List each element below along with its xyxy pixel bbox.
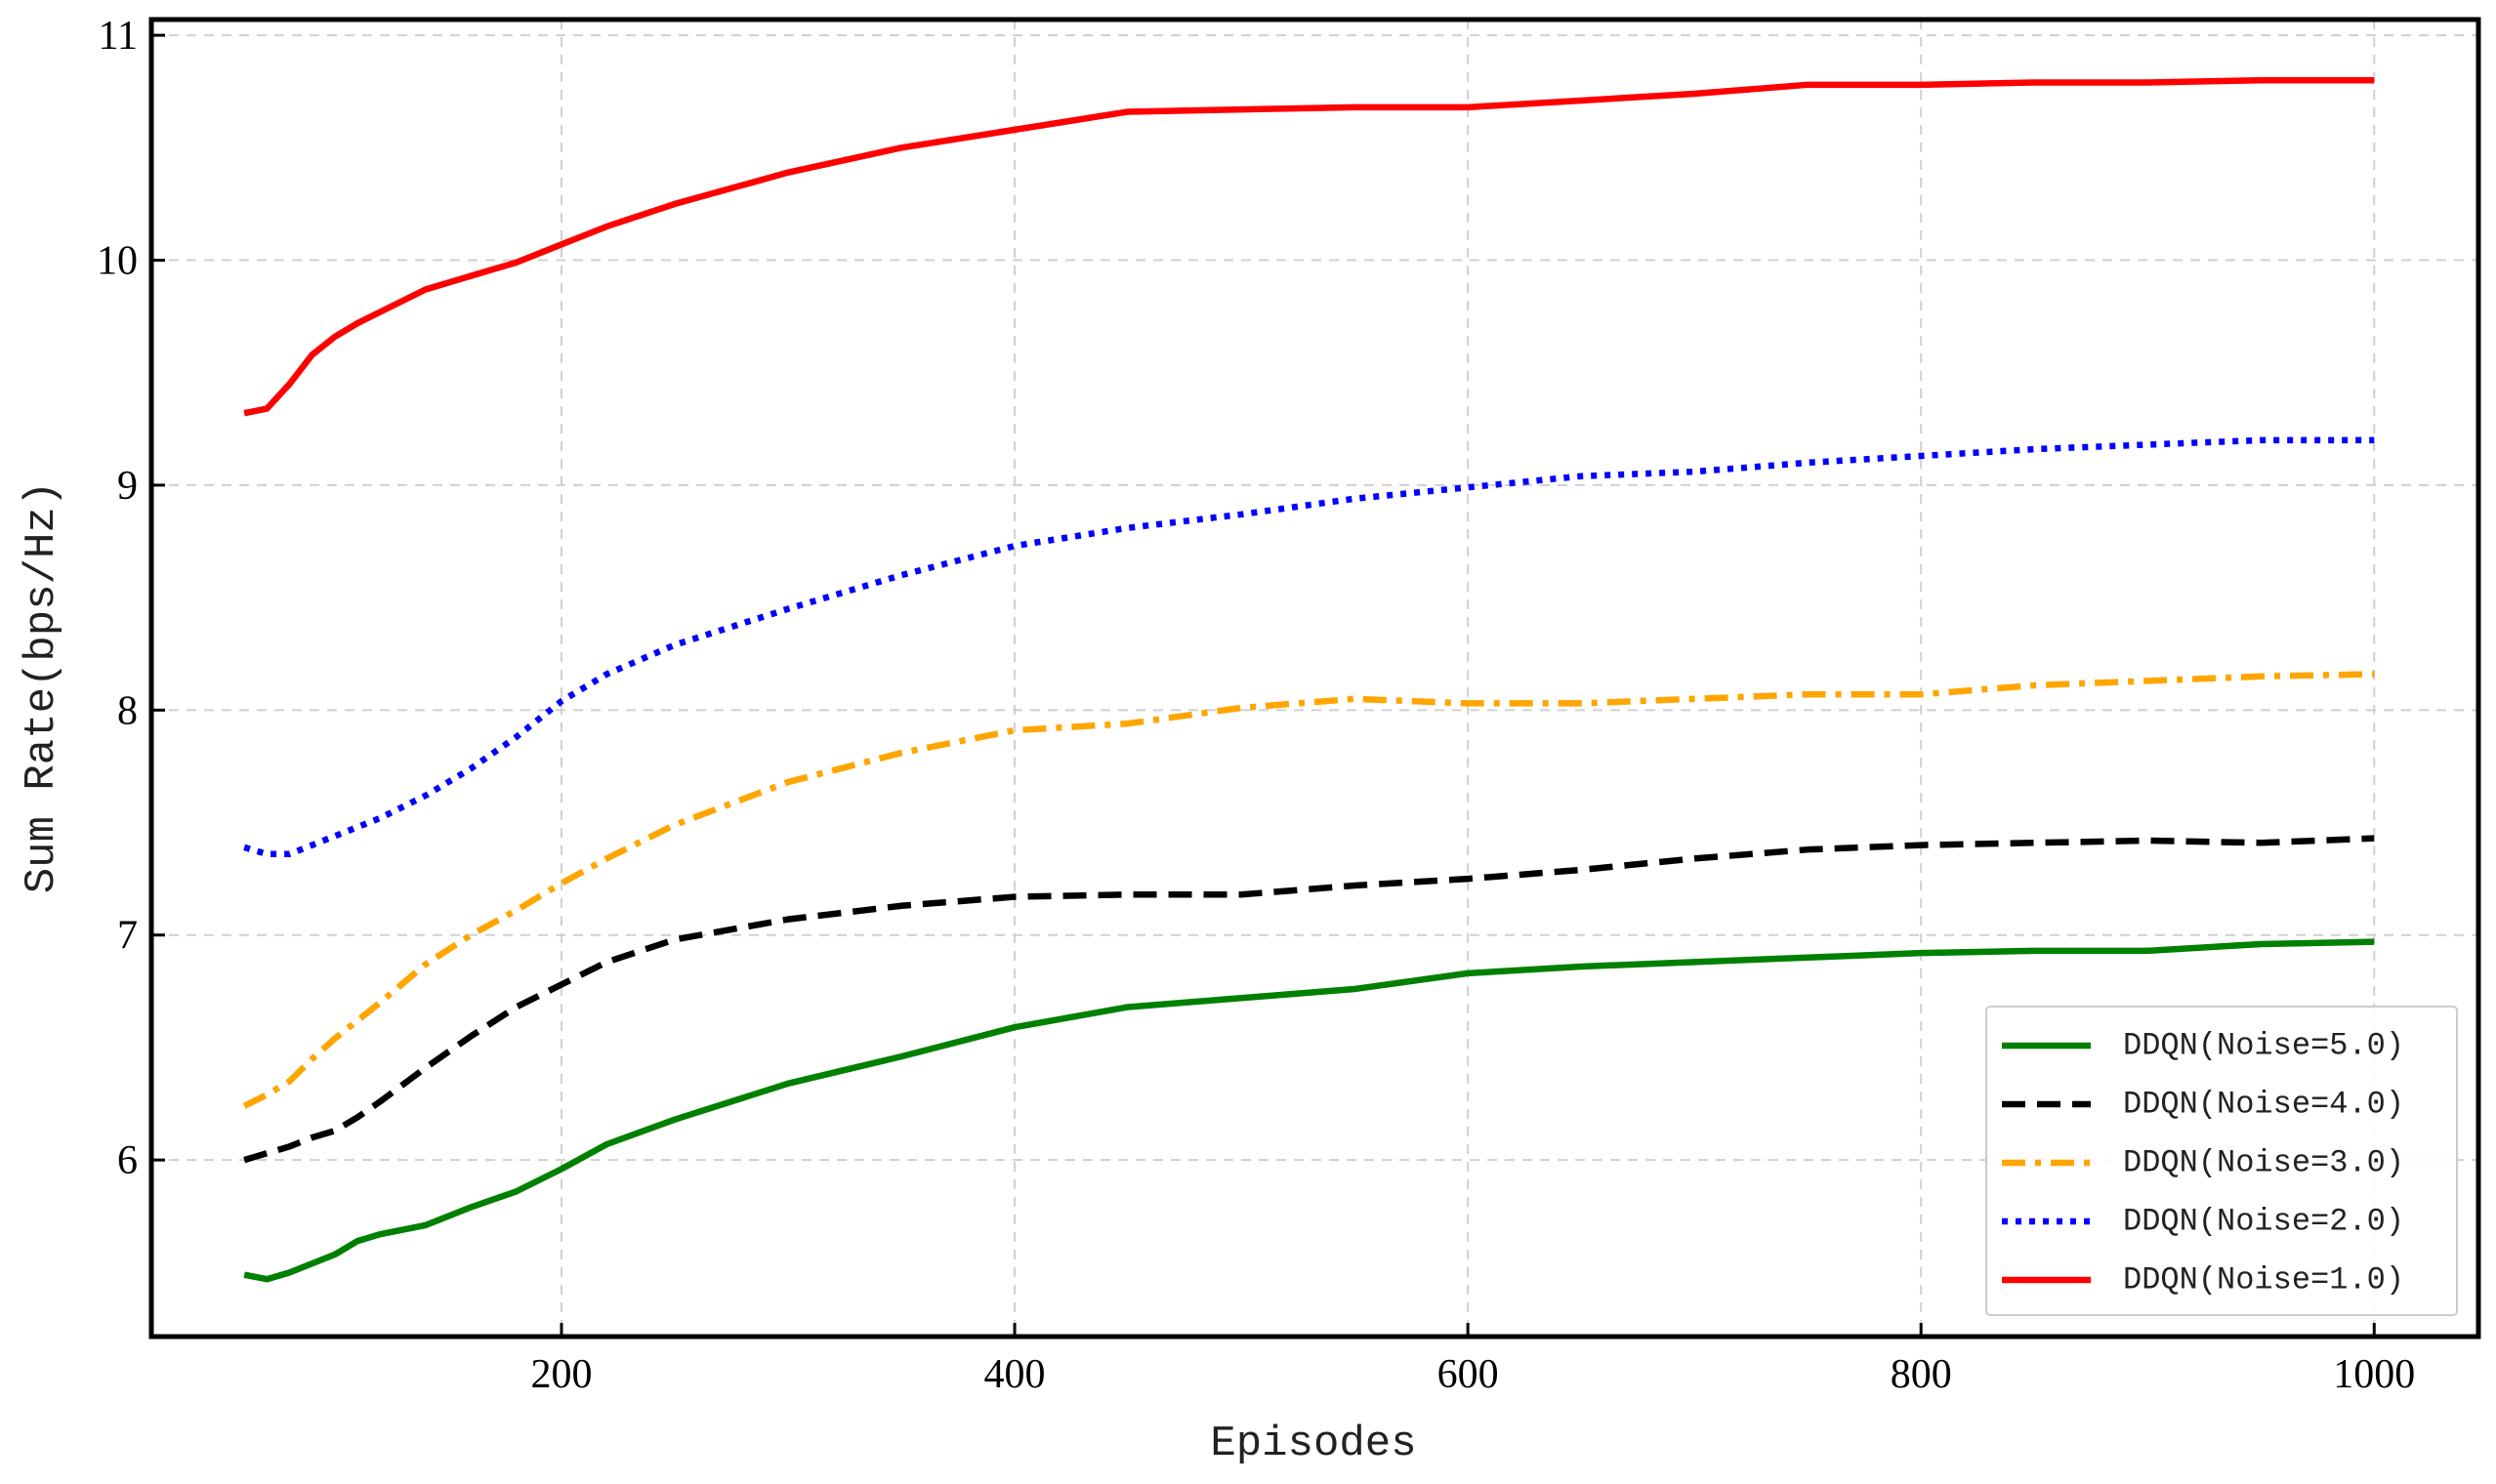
y-tick-label: 10 — [97, 239, 138, 284]
plot-frame — [148, 17, 2481, 1340]
data-line — [243, 938, 2375, 1283]
y-tick-label: 8 — [117, 688, 138, 733]
legend-label: DDQN(Noise=1.0) — [2123, 1261, 2404, 1298]
x-tick-label: 800 — [1891, 1352, 1952, 1397]
x-tick-label: 200 — [530, 1352, 592, 1397]
legend-label: DDQN(Noise=3.0) — [2123, 1144, 2404, 1180]
data-line — [242, 671, 2375, 1109]
legend-label: DDQN(Noise=4.0) — [2123, 1086, 2404, 1122]
legend: DDQN(Noise=5.0) DDQN(Noise=4.0) DDQN(Noise… — [1985, 1006, 2458, 1316]
x-tick-label: 600 — [1437, 1352, 1499, 1397]
legend-label: DDQN(Noise=2.0) — [2123, 1203, 2404, 1239]
legend-label: DDQN(Noise=5.0) — [2123, 1027, 2404, 1063]
x-tick-label: 1000 — [2333, 1352, 2415, 1397]
y-tick-label: 9 — [117, 464, 138, 509]
y-tick-label: 11 — [99, 14, 138, 59]
y-tick-label: 6 — [117, 1138, 138, 1183]
data-line — [243, 76, 2375, 417]
data-line — [243, 436, 2375, 858]
data-line — [243, 835, 2375, 1164]
legend-box — [1985, 1006, 2458, 1316]
y-axis-label: Sum Rate(bps/Hz) — [18, 481, 66, 893]
x-tick-label: 400 — [984, 1352, 1046, 1397]
y-tick-label: 7 — [117, 914, 138, 959]
x-axis-label: Episodes — [1210, 1420, 1416, 1468]
